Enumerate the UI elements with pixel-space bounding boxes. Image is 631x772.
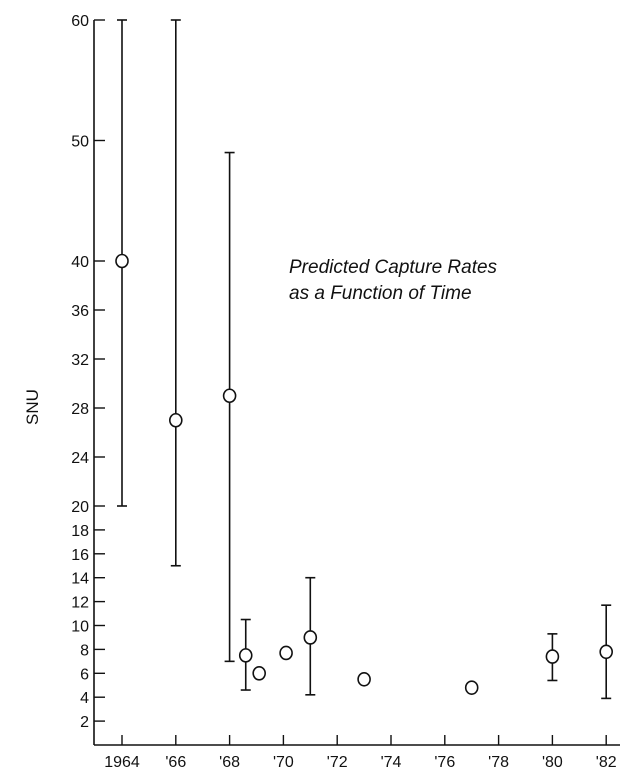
y-tick-label: 12 xyxy=(71,595,89,612)
x-tick-label: '80 xyxy=(542,754,563,771)
x-tick-label: '82 xyxy=(596,754,617,771)
axes xyxy=(93,20,620,746)
data-point xyxy=(464,680,479,695)
y-tick-label: 60 xyxy=(71,13,89,30)
data-points xyxy=(115,19,614,700)
data-point xyxy=(303,630,318,645)
y-tick-label: 2 xyxy=(80,714,89,731)
annotation-line-1: Predicted Capture Rates xyxy=(289,257,498,278)
x-tick-label: '68 xyxy=(219,754,240,771)
x-tick-label: 1964 xyxy=(104,754,140,771)
data-point xyxy=(279,645,293,661)
y-tick-label: 4 xyxy=(80,690,89,707)
data-point xyxy=(252,665,266,681)
data-point xyxy=(238,648,253,663)
y-tick-label: 16 xyxy=(71,547,89,564)
y-tick-label: 10 xyxy=(71,619,89,636)
y-tick-label: 8 xyxy=(80,642,89,659)
y-tick-label: 18 xyxy=(71,523,89,540)
y-tick-label: 24 xyxy=(71,450,89,467)
x-tick-label: '70 xyxy=(273,754,294,771)
data-point xyxy=(599,644,614,660)
data-point xyxy=(357,671,371,687)
x-tick-label: '72 xyxy=(327,754,348,771)
data-point xyxy=(115,253,129,269)
y-tick-label: 40 xyxy=(71,254,89,271)
x-tick-label: '78 xyxy=(488,754,509,771)
x-tick-label: '76 xyxy=(434,754,455,771)
y-axis-label: SNU xyxy=(23,389,42,425)
data-point xyxy=(545,649,560,664)
x-tick-label: '74 xyxy=(381,754,402,771)
y-tick-label: 20 xyxy=(71,499,89,516)
y-tick-label: 50 xyxy=(71,134,89,151)
y-tick-label: 32 xyxy=(71,352,89,369)
x-axis-ticks: 1964 '66 '68 '70 '72 '74 '76 '78 '80 '82 xyxy=(104,735,617,771)
y-tick-label: 6 xyxy=(80,666,89,683)
data-point xyxy=(169,412,183,428)
y-tick-label: 14 xyxy=(71,571,89,588)
y-tick-label: 28 xyxy=(71,401,89,418)
y-tick-label: 36 xyxy=(71,303,89,320)
data-point xyxy=(222,388,237,404)
x-tick-label: '66 xyxy=(165,754,186,771)
annotation-line-2: as a Function of Time xyxy=(289,283,472,304)
